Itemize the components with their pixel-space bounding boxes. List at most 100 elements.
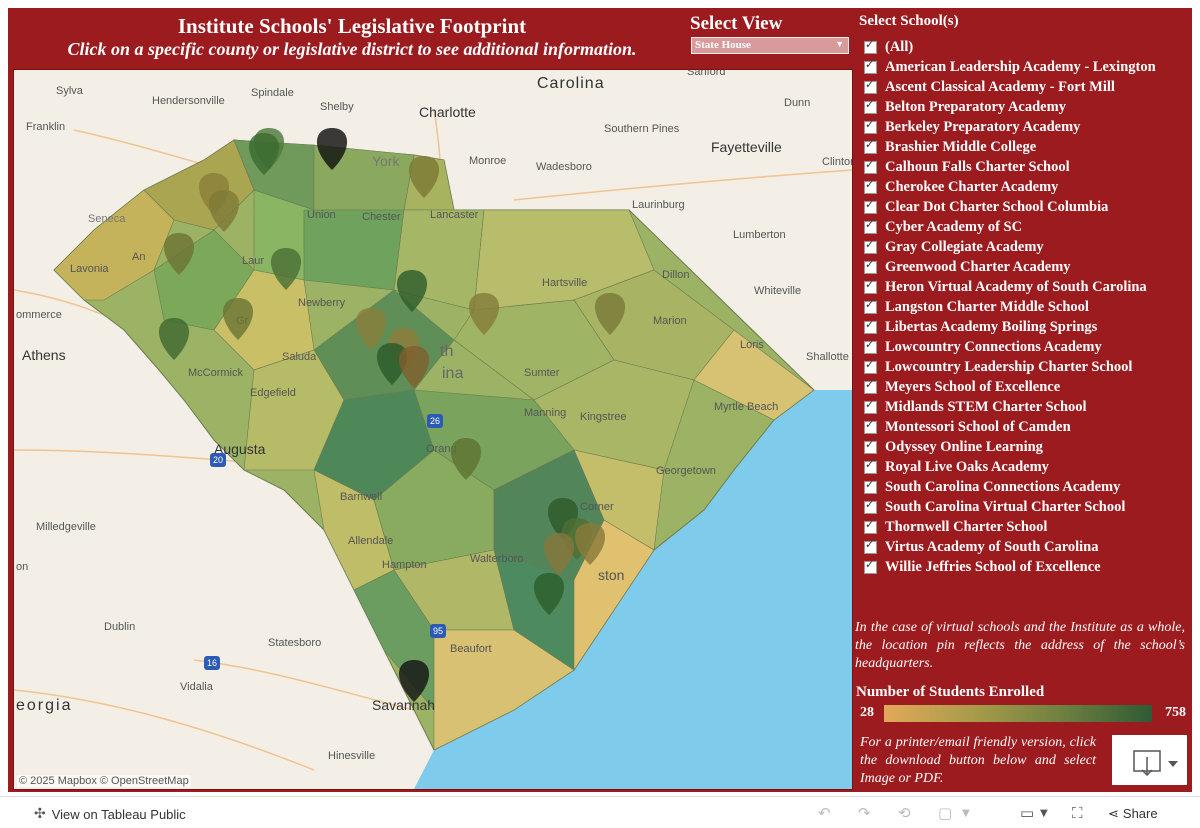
checkbox-checked-icon[interactable]	[864, 278, 877, 294]
dashboard-title: Institute Schools' Legislative Footprint	[177, 14, 527, 38]
chevron-down-icon[interactable]: ▼	[1040, 808, 1048, 819]
school-filter-item[interactable]: Midlands STEM Charter School	[864, 397, 1184, 417]
school-filter-item[interactable]: Langston Charter Middle School	[864, 297, 1184, 317]
school-filter-item[interactable]: South Carolina Connections Academy	[864, 477, 1184, 497]
checkbox-checked-icon[interactable]	[864, 338, 877, 354]
checkbox-checked-icon[interactable]	[864, 298, 877, 314]
school-filter-item[interactable]: Libertas Academy Boiling Springs	[864, 317, 1184, 337]
school-location-pin[interactable]	[398, 346, 430, 388]
share-button[interactable]: ⋖ Share	[1108, 806, 1158, 822]
school-location-pin[interactable]	[208, 190, 240, 232]
school-filter-item[interactable]: Virtus Academy of South Carolina	[864, 537, 1184, 557]
school-filter-item[interactable]: South Carolina Virtual Charter School	[864, 497, 1184, 517]
checkbox-checked-icon[interactable]	[864, 158, 877, 174]
checkbox-checked-icon[interactable]	[864, 458, 877, 474]
school-location-pin[interactable]	[158, 318, 190, 360]
school-filter-item[interactable]: Meyers School of Excellence	[864, 377, 1184, 397]
school-location-pin[interactable]	[594, 293, 626, 335]
checkbox-checked-icon[interactable]	[864, 418, 877, 434]
checkbox-checked-icon[interactable]	[864, 558, 877, 574]
school-location-pin[interactable]	[398, 660, 430, 702]
map-canvas[interactable]: Carolina Charlotte Fayetteville Athens A…	[14, 70, 852, 789]
download-button[interactable]	[1112, 735, 1187, 785]
legend-max: 758	[1165, 705, 1186, 720]
school-filter-item[interactable]: American Leadership Academy - Lexington	[864, 57, 1184, 77]
checkbox-checked-icon[interactable]	[864, 78, 877, 94]
map-label: Sanford	[687, 70, 726, 78]
school-filter-item[interactable]: Greenwood Charter Academy	[864, 257, 1184, 277]
school-location-pin[interactable]	[468, 293, 500, 335]
select-view-dropdown[interactable]: State House ▼	[691, 37, 849, 54]
checkbox-checked-icon[interactable]	[864, 118, 877, 134]
school-location-pin[interactable]	[376, 343, 408, 385]
school-filter-item[interactable]: Ascent Classical Academy - Fort Mill	[864, 77, 1184, 97]
school-location-pin[interactable]	[396, 270, 428, 312]
school-filter-item[interactable]: (All)	[864, 37, 1184, 57]
school-filter-item[interactable]: Belton Preparatory Academy	[864, 97, 1184, 117]
school-location-pin[interactable]	[316, 128, 348, 170]
checkbox-checked-icon[interactable]	[864, 378, 877, 394]
school-location-pin[interactable]	[574, 523, 606, 565]
checkbox-checked-icon[interactable]	[864, 198, 877, 214]
school-filter-item[interactable]: Montessori School of Camden	[864, 417, 1184, 437]
undo-icon[interactable]: ↶	[818, 804, 831, 822]
chevron-down-icon[interactable]: ▼	[962, 808, 970, 819]
checkbox-checked-icon[interactable]	[864, 358, 877, 374]
checkbox-checked-icon[interactable]	[864, 318, 877, 334]
school-location-pin[interactable]	[248, 133, 280, 175]
checkbox-checked-icon[interactable]	[864, 258, 877, 274]
school-filter-item[interactable]: Clear Dot Charter School Columbia	[864, 197, 1184, 217]
checkbox-checked-icon[interactable]	[864, 518, 877, 534]
checkbox-checked-icon[interactable]	[864, 178, 877, 194]
map-labels: Carolina Charlotte Fayetteville Athens A…	[16, 70, 852, 762]
school-filter-item[interactable]: Heron Virtual Academy of South Carolina	[864, 277, 1184, 297]
school-filter-item[interactable]: Brashier Middle College	[864, 137, 1184, 157]
checkbox-checked-icon[interactable]	[864, 218, 877, 234]
checkbox-checked-icon[interactable]	[864, 398, 877, 414]
dashboard-subtitle: Click on a specific county or legislativ…	[67, 39, 637, 59]
school-location-pin[interactable]	[408, 156, 440, 198]
checkbox-checked-icon[interactable]	[864, 58, 877, 74]
refresh-icon[interactable]: ▢	[938, 804, 953, 822]
fullscreen-icon[interactable]: ⛶	[1072, 804, 1083, 822]
checkbox-checked-icon[interactable]	[864, 438, 877, 454]
checkbox-checked-icon[interactable]	[864, 538, 877, 554]
checkbox-checked-icon[interactable]	[864, 38, 877, 54]
school-filter-item[interactable]: Cherokee Charter Academy	[864, 177, 1184, 197]
revert-icon[interactable]: ⟲	[898, 804, 911, 822]
map-attribution: © 2025 Mapbox © OpenStreetMap	[17, 775, 191, 787]
school-filter-item[interactable]: Thornwell Charter School	[864, 517, 1184, 537]
school-filter-item[interactable]: Cyber Academy of SC	[864, 217, 1184, 237]
school-filter-item[interactable]: Odyssey Online Learning	[864, 437, 1184, 457]
sc-map[interactable]: Carolina Charlotte Fayetteville Athens A…	[13, 69, 853, 790]
checkbox-checked-icon[interactable]	[864, 478, 877, 494]
school-location-pin[interactable]	[270, 248, 302, 290]
share-icon: ⋖	[1108, 807, 1119, 822]
map-label: Saluda	[282, 351, 317, 363]
school-pins[interactable]	[158, 128, 626, 702]
checkbox-checked-icon[interactable]	[864, 138, 877, 154]
school-location-pin[interactable]	[222, 298, 254, 340]
school-location-pin[interactable]	[543, 533, 575, 575]
school-location-pin[interactable]	[355, 308, 387, 350]
school-filter-item[interactable]: Lowcountry Connections Academy	[864, 337, 1184, 357]
legend-color-ramp	[884, 705, 1152, 722]
school-location-pin[interactable]	[450, 438, 482, 480]
checkbox-checked-icon[interactable]	[864, 498, 877, 514]
map-label: Milledgeville	[36, 521, 96, 533]
checkbox-checked-icon[interactable]	[864, 98, 877, 114]
school-filter-item[interactable]: Lowcountry Leadership Charter School	[864, 357, 1184, 377]
school-filter-item[interactable]: Calhoun Falls Charter School	[864, 157, 1184, 177]
school-location-pin[interactable]	[163, 233, 195, 275]
school-location-pin[interactable]	[533, 573, 565, 615]
checkbox-checked-icon[interactable]	[864, 238, 877, 254]
school-filter-item[interactable]: Berkeley Preparatory Academy	[864, 117, 1184, 137]
school-filter-item[interactable]: Gray Collegiate Academy	[864, 237, 1184, 257]
view-on-tableau-public-link[interactable]: ✣ View on Tableau Public	[34, 806, 186, 822]
school-filter-label: (All)	[885, 38, 914, 55]
school-filter-item[interactable]: Royal Live Oaks Academy	[864, 457, 1184, 477]
redo-icon[interactable]: ↷	[858, 804, 871, 822]
map-label: ina	[442, 365, 463, 382]
comment-icon[interactable]: ▭	[1020, 804, 1035, 822]
school-filter-item[interactable]: Willie Jeffries School of Excellence	[864, 557, 1184, 577]
